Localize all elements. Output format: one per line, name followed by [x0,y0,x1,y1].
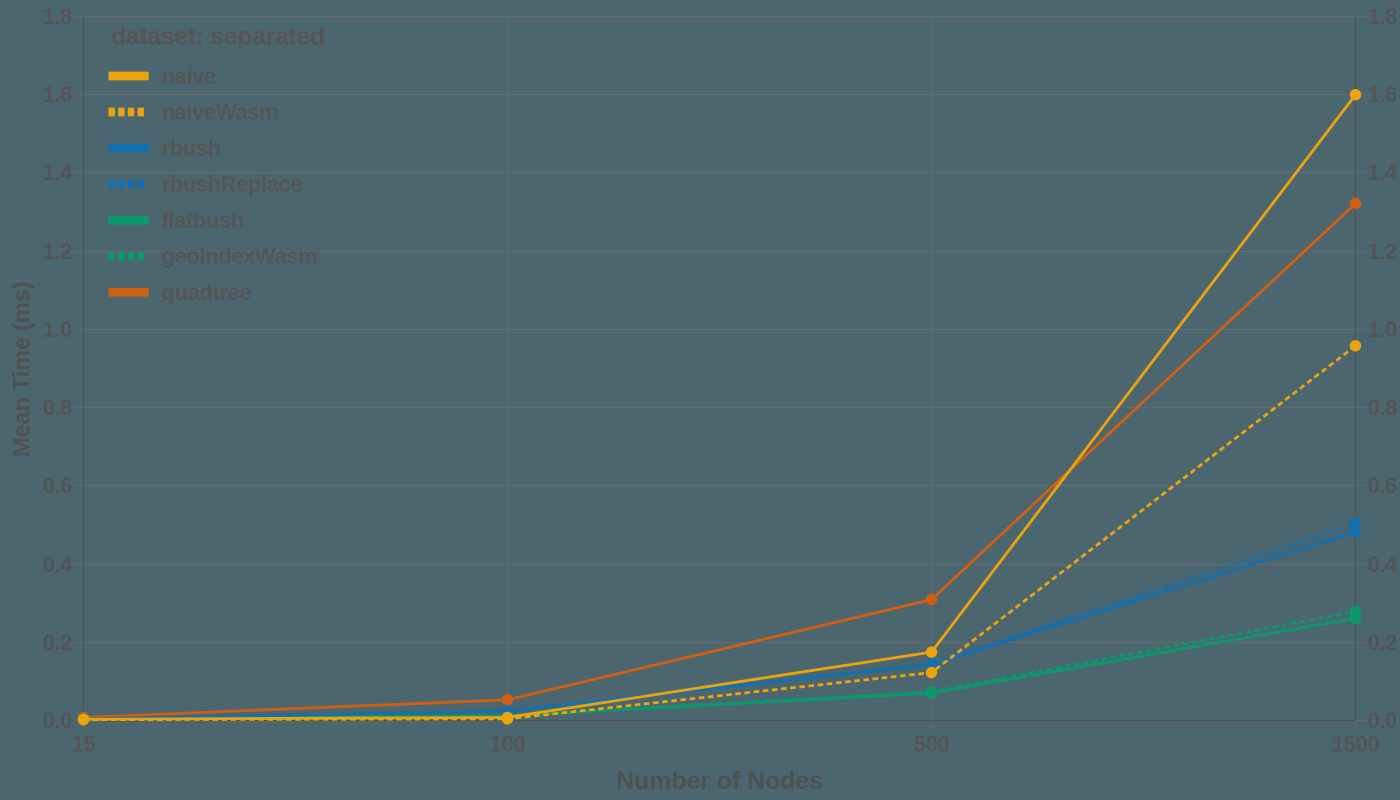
svg-text:1.6: 1.6 [1368,82,1398,107]
svg-text:0.8: 0.8 [43,395,73,420]
svg-text:flatbush: flatbush [162,208,244,233]
svg-text:rbushReplace: rbushReplace [162,172,303,197]
svg-text:15: 15 [72,732,96,757]
svg-text:1.2: 1.2 [43,239,73,264]
svg-text:1.0: 1.0 [1368,317,1398,342]
svg-text:100: 100 [490,732,526,757]
svg-text:0.6: 0.6 [43,473,73,498]
svg-text:geoIndexWasm: geoIndexWasm [162,244,318,269]
svg-text:quadtree: quadtree [162,280,252,305]
svg-text:0.4: 0.4 [1368,552,1399,577]
svg-text:1.4: 1.4 [43,160,74,185]
svg-text:500: 500 [914,732,950,757]
svg-text:1500: 1500 [1332,732,1380,757]
svg-text:0.4: 0.4 [43,552,74,577]
svg-text:rbush: rbush [162,136,221,161]
svg-text:0.2: 0.2 [43,630,73,655]
svg-text:0.6: 0.6 [1368,473,1398,498]
svg-text:1.8: 1.8 [1368,4,1398,29]
svg-text:0.8: 0.8 [1368,395,1398,420]
svg-text:0.2: 0.2 [1368,630,1398,655]
svg-text:1.4: 1.4 [1368,160,1399,185]
svg-text:1.0: 1.0 [43,317,73,342]
svg-text:naiveWasm: naiveWasm [162,100,279,125]
svg-text:Number of Nodes: Number of Nodes [616,767,823,795]
svg-text:naive: naive [162,64,216,89]
svg-text:Mean Time (ms): Mean Time (ms) [9,282,36,457]
svg-text:dataset: separated: dataset: separated [111,23,325,51]
svg-text:0.0: 0.0 [43,708,73,733]
svg-text:1.2: 1.2 [1368,239,1398,264]
svg-text:1.8: 1.8 [43,4,73,29]
svg-text:1.6: 1.6 [43,82,73,107]
svg-text:0.0: 0.0 [1368,708,1398,733]
